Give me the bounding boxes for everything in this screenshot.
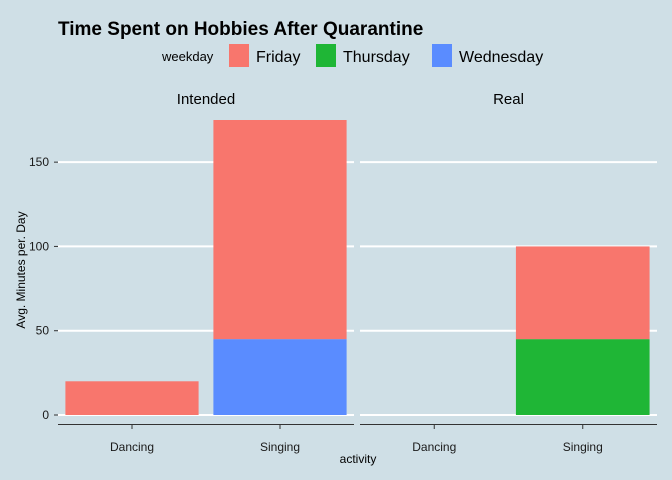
legend-label-thursday: Thursday bbox=[343, 49, 410, 66]
y-tick-label: 0 bbox=[42, 408, 49, 422]
facet-label: Real bbox=[493, 91, 524, 108]
chart-panels: 0 50 100 150 Intended Dancing Singing Real Danci… bbox=[29, 91, 657, 454]
legend-swatch-wednesday bbox=[432, 44, 452, 67]
x-tick-label: Singing bbox=[260, 440, 300, 454]
y-axis-title: Avg. Minutes per. Day bbox=[14, 211, 28, 328]
panel-real: Real Dancing Singing bbox=[360, 91, 657, 454]
x-tick-label: Dancing bbox=[110, 440, 154, 454]
facet-label: Intended bbox=[177, 91, 235, 108]
legend-swatch-thursday bbox=[316, 44, 336, 67]
legend: weekday Friday Thursday Wednesday bbox=[161, 44, 543, 67]
legend-label-wednesday: Wednesday bbox=[459, 49, 543, 66]
bar-friday-singing bbox=[213, 120, 347, 340]
panel-intended: Intended Dancing Singing bbox=[54, 91, 354, 454]
y-tick-label: 100 bbox=[29, 239, 49, 253]
bar-wednesday-singing bbox=[213, 339, 347, 415]
bar-friday-singing bbox=[515, 246, 650, 340]
legend-swatch-friday bbox=[229, 44, 249, 67]
x-tick-label: Singing bbox=[563, 440, 603, 454]
x-axis-title: activity bbox=[340, 452, 377, 466]
x-tick-label: Dancing bbox=[412, 440, 456, 454]
legend-title: weekday bbox=[161, 49, 214, 64]
legend-label-friday: Friday bbox=[256, 49, 300, 66]
bar-thursday-singing bbox=[515, 339, 650, 415]
chart-title: Time Spent on Hobbies After Quarantine bbox=[58, 19, 423, 40]
y-tick-label: 50 bbox=[36, 324, 50, 338]
bar-friday-dancing bbox=[65, 381, 199, 415]
y-tick-label: 150 bbox=[29, 155, 49, 169]
